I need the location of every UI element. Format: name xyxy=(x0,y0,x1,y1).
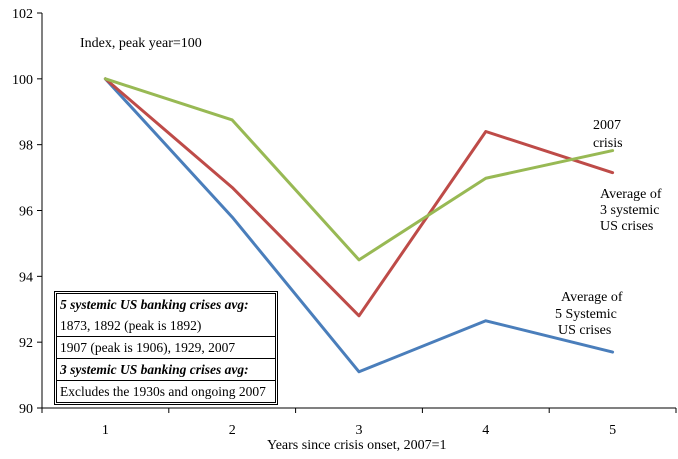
y-tick-label: 92 xyxy=(19,336,33,351)
note-box: 5 systemic US banking crises avg: 1873, … xyxy=(54,291,278,405)
series-line-2 xyxy=(103,77,615,318)
label-2007-crisis-line1: 2007 xyxy=(593,118,621,133)
y-tick-label: 98 xyxy=(19,139,33,154)
y-axis-ticks: 90 92 94 96 98 100 102 xyxy=(12,7,42,417)
x-axis-ticks: 1 2 3 4 5 xyxy=(41,408,677,438)
y-tick-label: 90 xyxy=(19,402,33,417)
x-axis-label: Years since crisis onset, 2007=1 xyxy=(267,438,447,453)
y-tick-label: 96 xyxy=(19,205,33,220)
x-tick-label: 2 xyxy=(229,423,236,438)
label-2007-crisis-line2: crisis xyxy=(593,136,623,151)
series-line-3 xyxy=(103,77,615,262)
y-tick-label: 102 xyxy=(12,7,33,22)
label-avg5-line1: Average of xyxy=(561,290,623,305)
series-line-1 xyxy=(103,77,615,374)
label-avg5-line2: 5 Systemic xyxy=(555,307,617,322)
note-line-2: 1907 (peak is 1906), 1929, 2007 xyxy=(60,340,236,355)
note-header-3: 3 systemic US banking crises avg: xyxy=(57,358,275,381)
x-tick-label: 3 xyxy=(356,423,363,438)
x-tick-label: 4 xyxy=(482,423,489,438)
index-annotation: Index, peak year=100 xyxy=(80,36,202,51)
note-header-5: 5 systemic US banking crises avg: xyxy=(60,297,249,312)
x-tick-label: 1 xyxy=(102,423,109,438)
series-lines xyxy=(103,77,615,374)
label-avg3-line2: 3 systemic xyxy=(600,203,660,218)
label-avg3-line1: Average of xyxy=(600,187,662,202)
y-tick-label: 100 xyxy=(12,73,33,88)
y-tick-label: 94 xyxy=(19,270,33,285)
x-tick-label: 5 xyxy=(609,423,616,438)
label-avg3-line3: US crises xyxy=(600,219,653,234)
note-line-3: Excludes the 1930s and ongoing 2007 xyxy=(60,384,266,399)
note-line-1: 1873, 1892 (peak is 1892) xyxy=(57,315,275,337)
label-avg5-line3: US crises xyxy=(558,323,611,338)
